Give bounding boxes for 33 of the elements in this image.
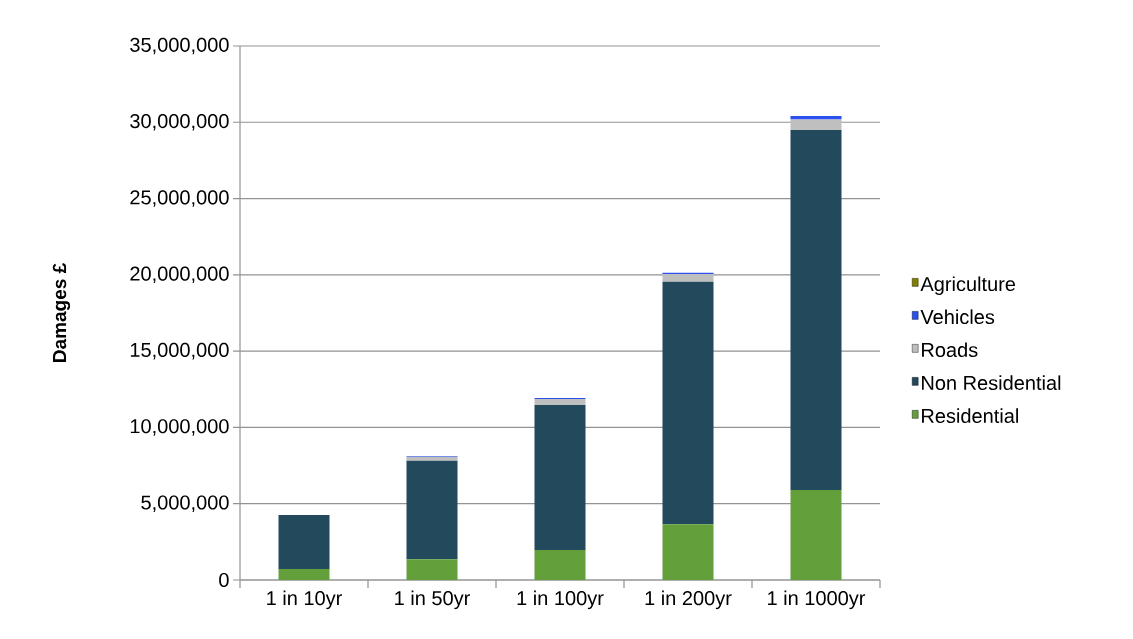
bar	[406, 460, 458, 560]
bar	[790, 130, 842, 490]
legend-label: Roads	[922, 342, 978, 358]
y-tick-label: 35,000,000	[130, 37, 229, 55]
y-tick-label: 20,000,000	[130, 266, 229, 284]
y-tick-label: 25,000,000	[130, 190, 229, 207]
legend-label: Residential	[922, 408, 1018, 424]
y-tick-label: 30,000,000	[130, 114, 229, 131]
bar	[406, 559, 458, 580]
bar	[662, 274, 714, 282]
bar	[790, 489, 842, 580]
bar	[278, 514, 330, 569]
bar	[534, 404, 586, 550]
bar	[534, 399, 586, 405]
y-tick-label: 15,000,000	[130, 342, 229, 360]
bar	[662, 524, 714, 580]
bar	[790, 119, 842, 131]
y-tick-label: 10,000,000	[130, 419, 229, 436]
y-tick-label: 0	[219, 572, 229, 588]
x-tick-label: 1 in 50yr	[395, 590, 470, 610]
x-tick-label: 1 in 1000yr	[768, 590, 866, 610]
y-axis-title: Damages £	[52, 263, 71, 362]
legend-label: Agriculture	[920, 276, 1016, 296]
bar	[662, 281, 714, 525]
y-tick-label: 5,000,000	[141, 495, 229, 512]
bar	[534, 549, 586, 580]
x-tick-label: 1 in 10yr	[267, 590, 342, 610]
x-tick-label: 1 in 200yr	[645, 590, 732, 610]
bar	[406, 456, 458, 461]
bar	[278, 569, 330, 580]
legend-label: Vehicles	[920, 309, 995, 325]
x-tick-label: 1 in 100yr	[517, 590, 604, 610]
legend-label: Non Residential	[922, 375, 1061, 391]
